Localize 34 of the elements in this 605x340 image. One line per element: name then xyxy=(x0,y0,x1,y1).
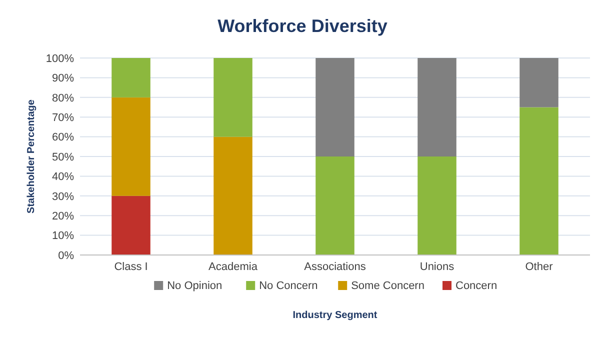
chart-title: Workforce Diversity xyxy=(218,16,388,36)
x-tick-label: Class I xyxy=(114,261,148,273)
bar xyxy=(214,136,252,255)
y-axis-title: Stakeholder Percentage xyxy=(26,99,37,214)
y-tick-label: 50% xyxy=(52,151,74,164)
x-tick-label: Associations xyxy=(304,261,366,273)
bar xyxy=(418,156,456,255)
y-tick-label: 20% xyxy=(52,210,74,222)
bar xyxy=(520,58,558,108)
x-tick-label: Academia xyxy=(208,261,258,273)
y-tick-label: 40% xyxy=(52,171,74,184)
bar xyxy=(214,58,252,137)
y-tick-label: 0% xyxy=(58,250,74,262)
legend-label: Concern xyxy=(456,280,498,292)
bar xyxy=(112,97,150,196)
y-tick-label: 80% xyxy=(52,92,74,104)
y-tick-label: 30% xyxy=(52,190,74,203)
x-tick-label: Unions xyxy=(420,261,455,273)
y-tick-label: 90% xyxy=(52,72,74,85)
bar xyxy=(418,58,456,156)
bar xyxy=(316,156,354,255)
bar xyxy=(112,58,150,98)
y-tick-label: 70% xyxy=(52,112,74,124)
y-tick-label: 100% xyxy=(46,52,74,65)
x-tick-label: Other xyxy=(525,261,554,273)
legend-label: No Concern xyxy=(259,280,318,292)
x-axis-title: Industry Segment xyxy=(292,310,378,321)
bar xyxy=(520,107,558,255)
bar xyxy=(316,58,354,156)
y-tick-label: 60% xyxy=(52,132,74,144)
legend-label: No Opinion xyxy=(167,280,222,292)
legend-label: Some Concern xyxy=(351,280,424,292)
y-tick-label: 10% xyxy=(52,230,74,242)
bar xyxy=(112,196,150,255)
